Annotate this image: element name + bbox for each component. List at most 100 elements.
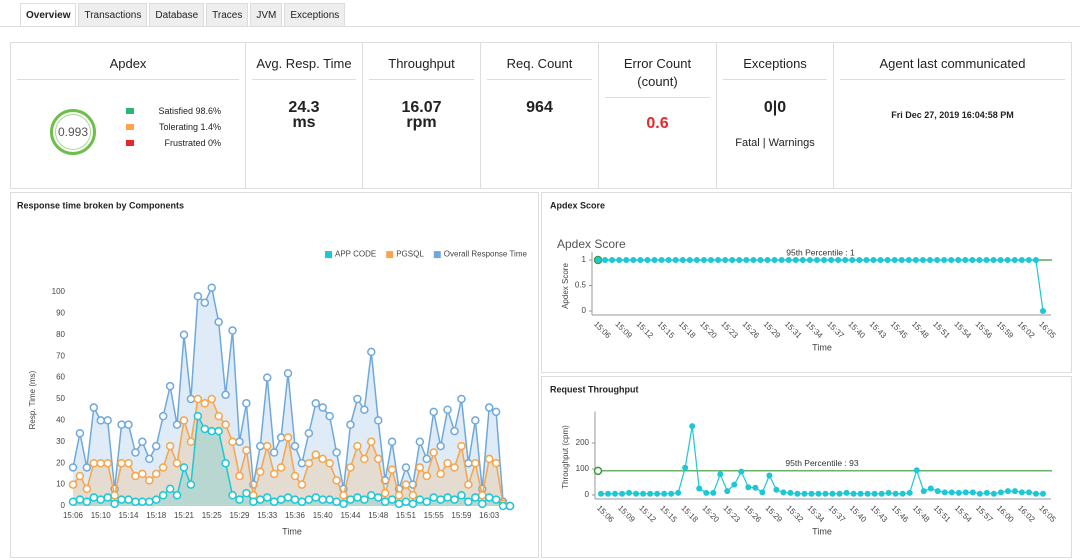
data-point xyxy=(242,399,251,408)
x-tick-label: 15:40 xyxy=(848,504,869,525)
data-point xyxy=(276,495,286,504)
data-point xyxy=(297,480,307,489)
metric-value: 964 xyxy=(526,99,553,116)
data-point xyxy=(117,420,126,429)
data-point xyxy=(829,490,836,497)
data-point xyxy=(193,394,203,404)
data-point xyxy=(367,347,376,357)
data-point xyxy=(813,257,820,263)
x-tick-label: 15:23 xyxy=(719,320,740,341)
data-point xyxy=(165,441,175,451)
data-point xyxy=(729,257,736,263)
data-point xyxy=(484,403,494,412)
x-tick-label: 15:43 xyxy=(868,320,889,341)
data-point xyxy=(249,497,258,506)
card-subtitle: (count) xyxy=(605,73,710,98)
data-point xyxy=(89,458,99,468)
data-point xyxy=(1011,257,1018,263)
data-point xyxy=(297,458,307,468)
data-point xyxy=(145,497,154,506)
data-point xyxy=(408,491,418,500)
data-point xyxy=(640,490,647,497)
data-point xyxy=(920,488,927,495)
data-point xyxy=(693,257,700,263)
data-point xyxy=(339,491,348,500)
data-point xyxy=(283,369,293,378)
data-point xyxy=(780,489,787,496)
data-point xyxy=(228,326,237,335)
data-point xyxy=(743,257,750,263)
data-point xyxy=(346,495,355,504)
tab[interactable]: JVM xyxy=(250,3,283,27)
data-point xyxy=(82,463,92,472)
data-point xyxy=(1025,489,1032,496)
data-point xyxy=(103,493,112,502)
y-tick-label: 40 xyxy=(56,416,65,425)
data-point xyxy=(235,471,244,481)
y-tick-label: 70 xyxy=(56,351,65,360)
metric-unit: ms xyxy=(292,114,316,131)
data-point xyxy=(464,480,473,489)
area-fill xyxy=(73,399,510,506)
x-tick-label: 15:55 xyxy=(424,511,445,520)
data-point xyxy=(436,469,445,479)
data-point xyxy=(913,467,920,474)
data-point xyxy=(745,484,752,491)
legend-swatch xyxy=(126,140,134,146)
data-point xyxy=(771,257,778,263)
data-point xyxy=(353,441,362,451)
data-point xyxy=(367,491,376,500)
metric-unit: rpm xyxy=(406,114,437,131)
data-point xyxy=(311,450,321,459)
data-point xyxy=(214,317,223,327)
x-tick-label: 15:57 xyxy=(974,504,995,525)
x-tick-label: 15:45 xyxy=(889,320,910,341)
x-tick-label: 15:15 xyxy=(658,504,679,525)
data-point xyxy=(318,454,327,464)
y-tick-label: 0 xyxy=(582,306,587,315)
card-title: Avg. Resp. Time xyxy=(252,55,356,80)
data-point xyxy=(682,464,689,471)
data-point xyxy=(401,463,411,472)
data-point xyxy=(373,454,383,464)
x-axis-label: Time xyxy=(812,342,832,352)
data-point xyxy=(214,426,223,436)
tab[interactable]: Traces xyxy=(206,3,249,27)
data-point xyxy=(708,257,715,263)
data-point xyxy=(145,454,154,464)
data-point xyxy=(172,420,182,429)
data-point xyxy=(602,257,609,263)
data-point xyxy=(131,448,140,457)
apdex-legend: Satisfied 98.6% Tolerating 1.4% Frustrated… xyxy=(126,103,221,151)
data-point xyxy=(82,484,92,494)
tab[interactable]: Exceptions xyxy=(284,3,346,27)
data-point xyxy=(997,257,1004,263)
legend-label: PGSQL xyxy=(396,250,424,259)
x-tick-label: 16:00 xyxy=(995,504,1016,525)
area-fill xyxy=(73,416,510,506)
metric-card: Req. Count 964 xyxy=(480,42,599,189)
x-tick-label: 15:06 xyxy=(63,511,84,520)
tab[interactable]: Transactions xyxy=(78,3,148,27)
metric-card: Error Count (count) 0.6 xyxy=(598,42,717,189)
tab[interactable]: Overview xyxy=(20,3,77,27)
data-point xyxy=(955,489,962,496)
data-point xyxy=(151,469,161,479)
x-tick-label: 16:05 xyxy=(1037,320,1058,341)
data-point xyxy=(325,411,334,421)
apdex-card: Apdex 0.993 Satisfied 98.6% Tolerating 1.… xyxy=(10,42,246,189)
tab[interactable]: Database xyxy=(149,3,205,27)
data-point xyxy=(806,257,813,263)
data-point xyxy=(941,257,948,263)
data-point xyxy=(117,495,126,504)
data-point xyxy=(595,257,601,263)
legend-item: Frustrated 0% xyxy=(126,135,221,151)
data-point xyxy=(200,424,210,434)
x-tick-label: 15:15 xyxy=(656,320,677,341)
x-tick-label: 15:33 xyxy=(257,511,278,520)
x-tick-label: 15:48 xyxy=(910,320,931,341)
data-point xyxy=(700,257,707,263)
tab-bar: Overview Transactions Database Traces JV… xyxy=(20,3,346,27)
data-point xyxy=(158,491,168,500)
